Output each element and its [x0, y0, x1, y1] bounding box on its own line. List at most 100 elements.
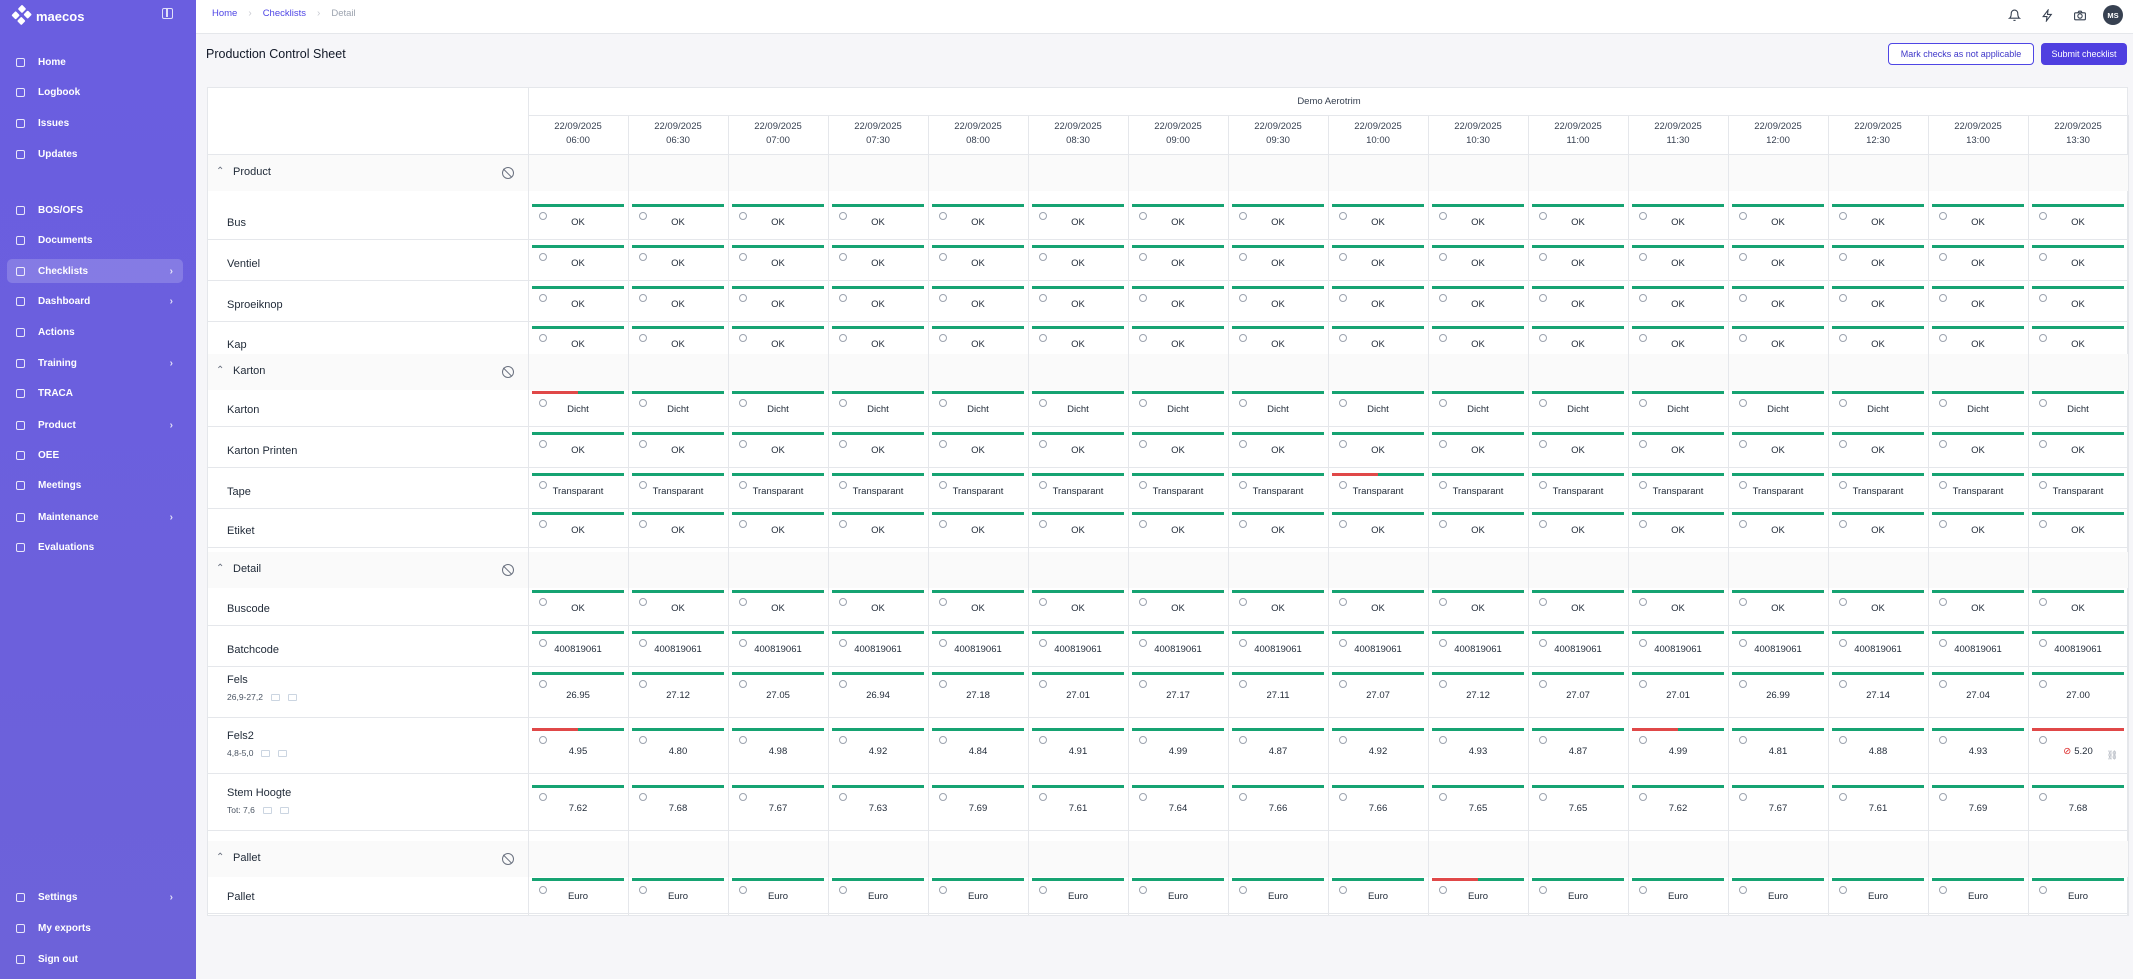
sidebar-item-product[interactable]: Product › [7, 413, 183, 437]
check-cell[interactable]: 7.65 [1530, 785, 1626, 826]
check-cell[interactable]: OK [830, 204, 926, 235]
history-icon[interactable] [839, 399, 847, 407]
history-icon[interactable] [539, 334, 547, 342]
check-cell[interactable]: OK [1230, 326, 1326, 357]
history-icon[interactable] [1139, 793, 1147, 801]
mark-not-applicable-button[interactable]: Mark checks as not applicable [1888, 43, 2034, 65]
history-icon[interactable] [1939, 440, 1947, 448]
check-cell[interactable]: OK [2030, 432, 2126, 463]
check-cell[interactable]: Dicht [1630, 391, 1726, 422]
history-icon[interactable] [1939, 399, 1947, 407]
check-cell[interactable]: Dicht [1830, 391, 1926, 422]
history-icon[interactable] [1439, 736, 1447, 744]
check-cell[interactable]: OK [830, 286, 926, 317]
history-icon[interactable] [1839, 793, 1847, 801]
history-icon[interactable] [1739, 639, 1747, 647]
history-icon[interactable] [639, 639, 647, 647]
check-cell[interactable]: OK [1130, 590, 1226, 621]
check-cell[interactable]: 400819061 [1030, 631, 1126, 662]
check-cell[interactable]: 400819061 [1930, 631, 2026, 662]
check-cell[interactable]: OK [1630, 512, 1726, 543]
history-icon[interactable] [1239, 793, 1247, 801]
sidebar-item-checklists[interactable]: Checklists › [7, 259, 183, 283]
check-cell[interactable]: OK [1930, 286, 2026, 317]
history-icon[interactable] [2039, 639, 2047, 647]
check-cell[interactable]: OK [730, 204, 826, 235]
section-header-karton[interactable]: ⌃ Karton [208, 354, 2129, 390]
history-icon[interactable] [1939, 481, 1947, 489]
check-cell[interactable]: OK [630, 590, 726, 621]
history-icon[interactable] [939, 520, 947, 528]
check-cell[interactable]: 27.17 [1130, 672, 1226, 713]
sidebar-item-issues[interactable]: Issues [7, 111, 183, 135]
check-cell[interactable]: OK [630, 204, 726, 235]
check-cell[interactable]: Dicht [1730, 391, 1826, 422]
sidebar-item-evaluations[interactable]: Evaluations [7, 535, 183, 559]
check-cell[interactable]: OK [1630, 204, 1726, 235]
history-icon[interactable] [1339, 639, 1347, 647]
history-icon[interactable] [1439, 334, 1447, 342]
check-cell[interactable]: Transparant [730, 473, 826, 504]
check-cell[interactable]: OK [930, 432, 1026, 463]
check-cell[interactable]: OK [1630, 286, 1726, 317]
history-icon[interactable] [1239, 253, 1247, 261]
history-icon[interactable] [1539, 639, 1547, 647]
history-icon[interactable] [639, 212, 647, 220]
history-icon[interactable] [939, 294, 947, 302]
history-icon[interactable] [1039, 639, 1047, 647]
history-icon[interactable] [2039, 440, 2047, 448]
check-cell[interactable]: OK [1930, 512, 2026, 543]
check-cell[interactable]: OK [930, 590, 1026, 621]
check-cell[interactable]: Transparant [930, 473, 1026, 504]
history-icon[interactable] [1039, 294, 1047, 302]
check-cell[interactable]: 400819061 [1630, 631, 1726, 662]
check-cell[interactable]: OK [1230, 432, 1326, 463]
check-cell[interactable]: OK [1730, 245, 1826, 276]
history-icon[interactable] [1239, 212, 1247, 220]
history-icon[interactable] [739, 886, 747, 894]
history-icon[interactable] [2039, 520, 2047, 528]
history-icon[interactable] [1139, 736, 1147, 744]
history-icon[interactable] [1539, 520, 1547, 528]
history-icon[interactable] [1639, 399, 1647, 407]
history-icon[interactable] [1339, 520, 1347, 528]
history-icon[interactable] [1839, 294, 1847, 302]
history-icon[interactable] [1239, 334, 1247, 342]
history-icon[interactable] [1139, 212, 1147, 220]
check-cell[interactable]: OK [830, 590, 926, 621]
history-icon[interactable] [839, 680, 847, 688]
history-icon[interactable] [839, 793, 847, 801]
history-icon[interactable] [1239, 440, 1247, 448]
check-cell[interactable]: 4.80 [630, 728, 726, 769]
check-cell[interactable]: 27.01 [1030, 672, 1126, 713]
check-cell[interactable]: 4.93 [1430, 728, 1526, 769]
history-icon[interactable] [1839, 481, 1847, 489]
history-icon[interactable] [739, 598, 747, 606]
history-icon[interactable] [1539, 399, 1547, 407]
check-cell[interactable]: OK [1530, 590, 1626, 621]
history-icon[interactable] [739, 253, 747, 261]
history-icon[interactable] [1539, 294, 1547, 302]
check-cell[interactable]: OK [1030, 432, 1126, 463]
check-cell[interactable]: Dicht [830, 391, 926, 422]
check-cell[interactable]: Euro [930, 878, 1026, 909]
check-cell[interactable]: 400819061 [1830, 631, 1926, 662]
history-icon[interactable] [639, 481, 647, 489]
check-cell[interactable]: OK [1330, 590, 1426, 621]
check-cell[interactable]: ⛓ ⊘ 5.20 [2030, 728, 2126, 769]
check-cell[interactable]: OK [1830, 590, 1926, 621]
check-cell[interactable]: OK [1230, 590, 1326, 621]
history-icon[interactable] [939, 598, 947, 606]
check-cell[interactable]: OK [1930, 245, 2026, 276]
history-icon[interactable] [839, 886, 847, 894]
history-icon[interactable] [739, 334, 747, 342]
history-icon[interactable] [539, 399, 547, 407]
history-icon[interactable] [639, 253, 647, 261]
history-icon[interactable] [1039, 481, 1047, 489]
history-icon[interactable] [939, 886, 947, 894]
history-icon[interactable] [539, 793, 547, 801]
history-icon[interactable] [939, 253, 947, 261]
check-cell[interactable]: OK [1730, 286, 1826, 317]
history-icon[interactable] [1339, 399, 1347, 407]
check-cell[interactable]: Euro [1130, 878, 1226, 909]
